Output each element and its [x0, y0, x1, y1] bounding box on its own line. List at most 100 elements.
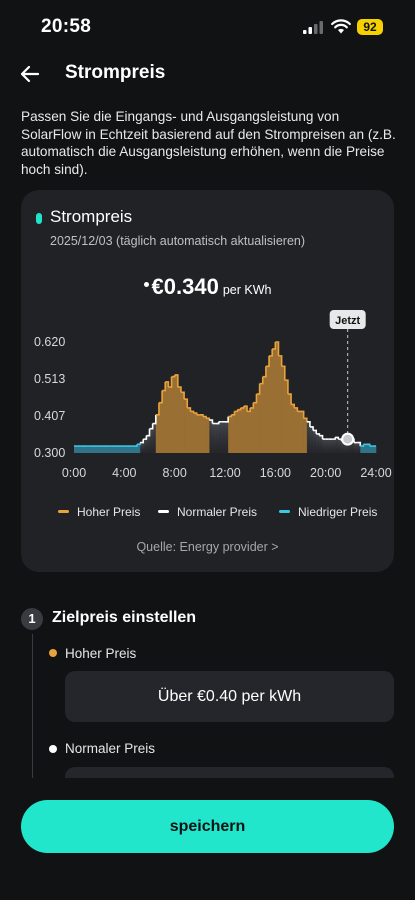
price-line-15	[262, 366, 267, 378]
price-step-16.5	[281, 366, 286, 453]
price-line-12	[225, 416, 229, 423]
now-marker-label: Jetzt	[335, 315, 360, 327]
price-line-5.25	[140, 439, 145, 444]
price-step-12.25	[228, 416, 232, 453]
price-step-15.25	[265, 366, 270, 453]
current-price-value: €0.340	[151, 274, 219, 299]
save-button[interactable]: speichern	[21, 800, 394, 853]
price-step-18	[300, 411, 304, 453]
price-step-15.75	[272, 348, 276, 453]
current-price-bullet	[143, 282, 149, 288]
price-step-7.25	[165, 381, 169, 453]
price-step-9.5	[193, 413, 197, 453]
price-line-8.75	[184, 398, 189, 408]
price-step-1	[86, 446, 91, 453]
price-line-7.75	[171, 374, 176, 378]
step-title: Zielpreis einstellen	[52, 609, 197, 626]
price-step-13.75	[247, 411, 251, 453]
price-line-10.75	[209, 419, 214, 424]
price-step-23	[363, 444, 367, 453]
price-step-3	[111, 446, 116, 453]
price-line-11.25	[215, 421, 220, 425]
price-line-16.5	[281, 365, 286, 381]
price-line-7.5	[168, 376, 173, 388]
price-step-23.75	[372, 446, 377, 453]
price-step-8	[174, 374, 179, 453]
price-line-13.5	[243, 405, 248, 412]
price-line-15.5	[269, 348, 273, 357]
price-step-3.25	[114, 446, 119, 453]
price-line-18	[300, 410, 305, 419]
price-step-19.25	[316, 433, 320, 453]
price-step-20	[325, 439, 330, 453]
price-step-8.5	[180, 392, 185, 453]
high-price-label: Hoher Preis	[65, 646, 137, 661]
price-step-18.75	[309, 426, 314, 453]
price-line-18.25	[303, 417, 308, 422]
page-title: Strompreis	[65, 62, 166, 83]
legend-normal-label: Normaler Preis	[177, 505, 258, 519]
legend-high-label: Hoher Preis	[77, 505, 141, 519]
price-line-5.75	[146, 428, 151, 437]
back-arrow-icon[interactable]	[16, 60, 44, 88]
status-bar: 20:58 92	[0, 0, 415, 54]
status-time: 20:58	[41, 16, 92, 37]
price-step-21.75	[347, 439, 352, 453]
price-line-19.5	[319, 434, 324, 440]
price-line-17.5	[294, 407, 299, 412]
source-link[interactable]: Quelle: Energy provider >	[136, 540, 279, 554]
price-step-14.5	[256, 394, 260, 453]
price-step-18.25	[303, 418, 308, 453]
price-line-14.25	[253, 394, 258, 404]
legend-high: Hoher Preis	[58, 505, 140, 519]
step-number-badge: 1	[21, 608, 43, 630]
price-step-17.25	[291, 404, 295, 453]
x-tick-label: 12:00	[209, 466, 240, 480]
y-tick-label: 0.513	[34, 372, 65, 386]
price-step-2.5	[105, 446, 109, 453]
price-step-9.75	[196, 414, 201, 453]
price-line-14.5	[256, 383, 261, 395]
price-step-17.75	[297, 411, 301, 453]
price-line-8	[174, 374, 179, 388]
price-line-14.75	[259, 376, 264, 385]
current-price: €0.340 per KWh	[21, 274, 394, 300]
price-step-4.5	[130, 446, 135, 453]
price-step-5	[136, 444, 141, 453]
price-step-13	[237, 409, 242, 453]
price-step-5.75	[146, 435, 150, 453]
price-step-20.5	[331, 439, 336, 453]
legend-high-swatch	[58, 510, 69, 514]
price-step-9.25	[190, 411, 194, 453]
x-tick-label: 8:00	[162, 466, 186, 480]
price-chart[interactable]: 0.620 0.513 0.407 0.300 0:00 4:00 8:00 12:00 16:…	[21, 300, 394, 490]
price-step-5.25	[140, 442, 144, 453]
price-step-11.75	[221, 421, 226, 453]
price-step-0.5	[80, 446, 84, 453]
price-line-12.5	[231, 411, 236, 416]
price-line-14	[250, 402, 255, 409]
price-line-13	[237, 407, 242, 411]
legend-low-swatch	[279, 510, 290, 514]
legend-normal-swatch	[158, 510, 169, 514]
high-price-threshold-field[interactable]: Über €0.40 per kWh	[65, 671, 394, 722]
battery-indicator: 92	[357, 19, 383, 35]
price-step-12.75	[234, 411, 238, 453]
x-tick-label: 20:00	[310, 466, 341, 480]
price-step-13.25	[240, 407, 245, 453]
price-step-11.25	[215, 423, 220, 453]
legend-low: Niedriger Preis	[279, 505, 377, 519]
price-line-18.5	[306, 420, 311, 427]
price-step-10.5	[206, 418, 210, 453]
x-tick-label: 24:00	[360, 466, 391, 480]
x-tick-label: 16:00	[260, 466, 291, 480]
price-step-10.75	[209, 420, 213, 453]
price-line-8.25	[177, 386, 182, 393]
price-step-14	[250, 407, 254, 453]
price-step-22.5	[357, 442, 361, 453]
card-date: 2025/12/03 (täglich automatisch aktualis…	[50, 234, 306, 248]
normal-price-label: Normaler Preis	[65, 741, 156, 756]
price-step-8.75	[184, 399, 188, 453]
y-tick-label: 0.300	[34, 446, 65, 460]
step-connector-line	[32, 634, 33, 780]
